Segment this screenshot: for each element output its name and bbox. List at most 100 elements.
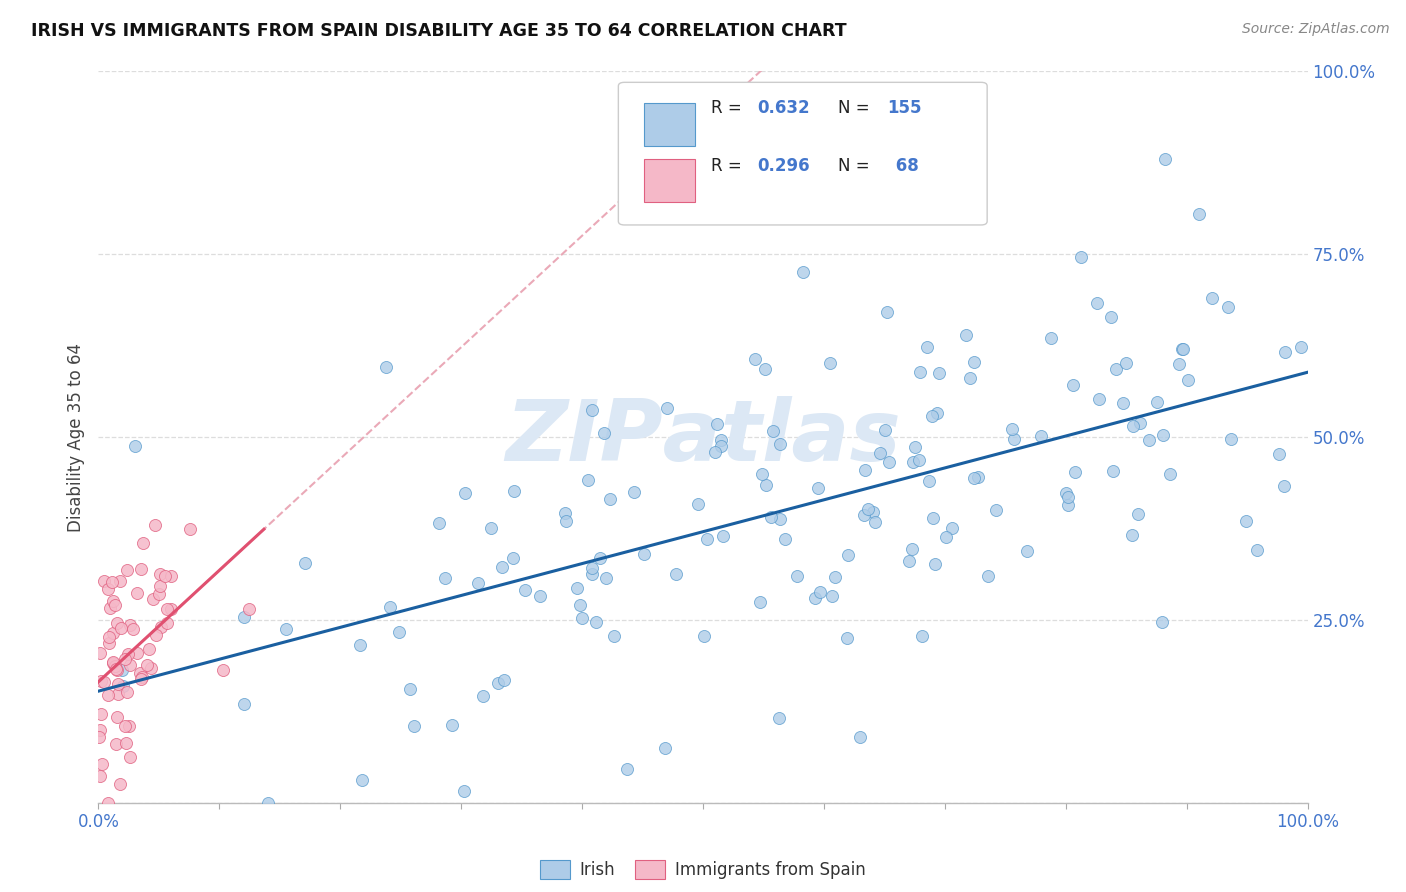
Point	[104, 599, 127, 613]
Point	[748, 595, 770, 609]
Point	[941, 521, 963, 535]
Point	[89, 646, 111, 660]
Point	[1064, 466, 1087, 480]
Point	[120, 618, 142, 632]
Point	[1220, 433, 1243, 447]
Point	[769, 511, 792, 525]
Y-axis label: Disability Age 35 to 64: Disability Age 35 to 64	[66, 343, 84, 532]
Point	[515, 583, 537, 598]
Point	[399, 682, 422, 697]
Point	[1105, 362, 1128, 376]
Point	[820, 590, 842, 604]
FancyBboxPatch shape	[619, 82, 987, 225]
Point	[837, 549, 859, 563]
Point	[160, 601, 183, 615]
Point	[89, 730, 111, 744]
Point	[595, 571, 617, 585]
Point	[142, 591, 165, 606]
Point	[129, 672, 152, 686]
Point	[105, 662, 128, 676]
Point	[115, 736, 138, 750]
Point	[751, 467, 773, 482]
Point	[122, 622, 145, 636]
Point	[710, 433, 733, 447]
Point	[232, 697, 254, 711]
Point	[962, 471, 984, 485]
Point	[212, 663, 235, 677]
Point	[149, 579, 172, 593]
Point	[1170, 342, 1192, 356]
Point	[127, 585, 149, 599]
FancyBboxPatch shape	[644, 159, 695, 202]
Text: N =: N =	[838, 158, 876, 176]
Point	[808, 584, 831, 599]
Point	[139, 661, 162, 675]
Point	[101, 657, 124, 671]
Point	[156, 601, 179, 615]
Point	[908, 365, 931, 379]
Point	[922, 510, 945, 524]
Point	[114, 718, 136, 732]
Point	[908, 453, 931, 467]
Point	[876, 304, 898, 318]
Point	[1057, 499, 1080, 513]
Point	[101, 594, 124, 608]
Point	[502, 550, 524, 565]
Point	[755, 477, 778, 491]
Point	[256, 796, 278, 810]
Point	[93, 574, 115, 588]
Point	[1062, 378, 1084, 392]
Point	[110, 777, 132, 791]
Point	[711, 529, 734, 543]
Point	[97, 796, 120, 810]
Point	[1246, 543, 1268, 558]
Point	[921, 409, 943, 424]
Point	[479, 521, 502, 535]
Point	[1154, 152, 1177, 166]
Point	[1216, 300, 1239, 314]
Point	[935, 530, 957, 544]
Point	[955, 328, 977, 343]
Point	[1268, 447, 1291, 461]
Point	[118, 719, 141, 733]
Point	[875, 423, 897, 437]
Point	[571, 611, 593, 625]
Point	[110, 621, 132, 635]
Point	[686, 497, 709, 511]
Point	[818, 356, 841, 370]
Point	[472, 689, 495, 703]
Point	[1167, 357, 1189, 371]
Point	[1146, 395, 1168, 409]
Point	[115, 563, 138, 577]
Point	[928, 366, 950, 380]
Point	[807, 481, 830, 495]
Point	[849, 730, 872, 744]
Point	[1152, 428, 1174, 442]
Point	[486, 675, 509, 690]
Point	[108, 574, 131, 588]
Point	[104, 737, 127, 751]
Point	[105, 663, 128, 677]
Point	[1121, 528, 1143, 542]
Point	[1101, 464, 1123, 478]
Point	[925, 406, 948, 420]
Point	[568, 598, 591, 612]
Point	[1088, 392, 1111, 407]
Text: 0.296: 0.296	[758, 158, 810, 176]
Point	[378, 599, 401, 614]
Point	[824, 570, 846, 584]
Point	[1137, 434, 1160, 448]
Point	[1001, 422, 1024, 436]
Point	[179, 522, 201, 536]
Point	[976, 568, 998, 582]
Point	[792, 265, 814, 279]
Point	[125, 646, 148, 660]
Point	[665, 567, 688, 582]
Point	[1029, 429, 1052, 443]
Point	[233, 610, 256, 624]
Point	[97, 689, 120, 703]
Point	[149, 620, 172, 634]
Point	[153, 568, 176, 582]
Point	[375, 359, 398, 374]
Point	[1150, 615, 1173, 629]
